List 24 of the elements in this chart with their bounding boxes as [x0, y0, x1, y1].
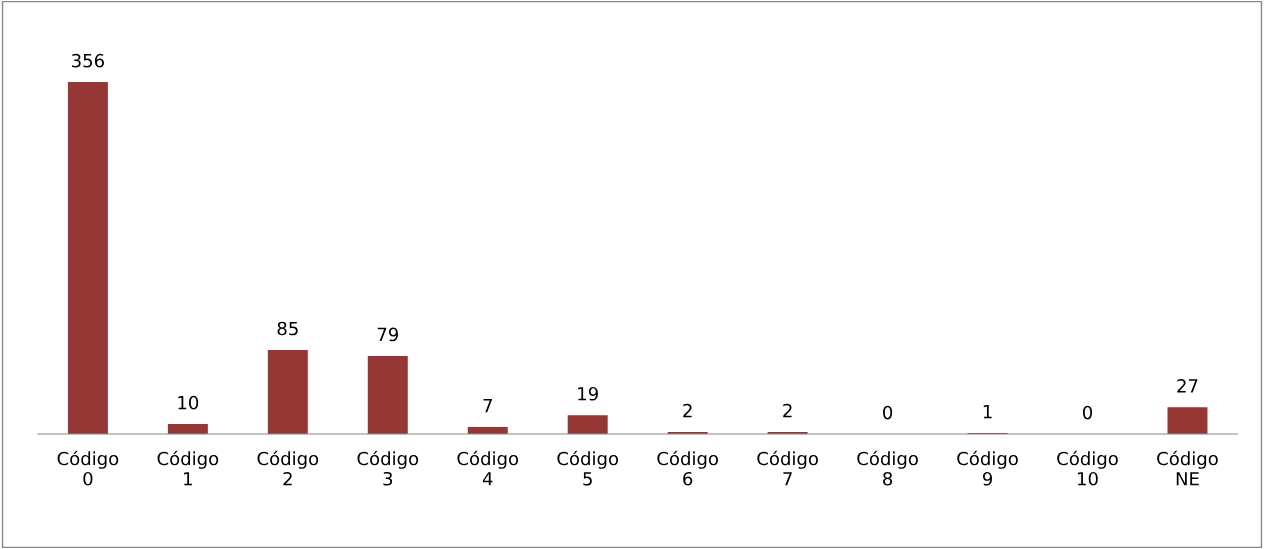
- x-tick-label: Código 1: [157, 450, 219, 486]
- x-tick-label: Código 7: [757, 450, 818, 486]
- data-label: 2: [683, 403, 692, 418]
- x-tick-label: Código 6: [657, 450, 718, 486]
- x-tick-label: Código 10: [1057, 450, 1118, 486]
- x-tick-label: Código 8: [857, 450, 918, 486]
- data-label: 0: [1082, 405, 1093, 420]
- x-tick-label: Código NE: [1157, 450, 1218, 486]
- x-tick-label: Código 3: [357, 450, 419, 486]
- x-tick-label: Código 9: [957, 450, 1018, 486]
- data-label: 2: [783, 403, 792, 418]
- data-label: 10: [178, 395, 199, 410]
- data-label: 1: [983, 404, 992, 419]
- x-tick-label: Código 2: [257, 450, 319, 486]
- data-label: 27: [1177, 379, 1198, 393]
- data-label: 85: [277, 321, 298, 336]
- data-label: 7: [483, 399, 492, 413]
- x-tick-label: Código 5: [557, 450, 619, 486]
- x-tick-label: Código 0: [57, 450, 119, 486]
- x-tick-label: Código 4: [457, 450, 519, 486]
- data-label: 356: [72, 53, 104, 68]
- data-label: 19: [578, 386, 598, 401]
- data-label: 79: [377, 327, 398, 342]
- data-label: 0: [883, 405, 893, 420]
